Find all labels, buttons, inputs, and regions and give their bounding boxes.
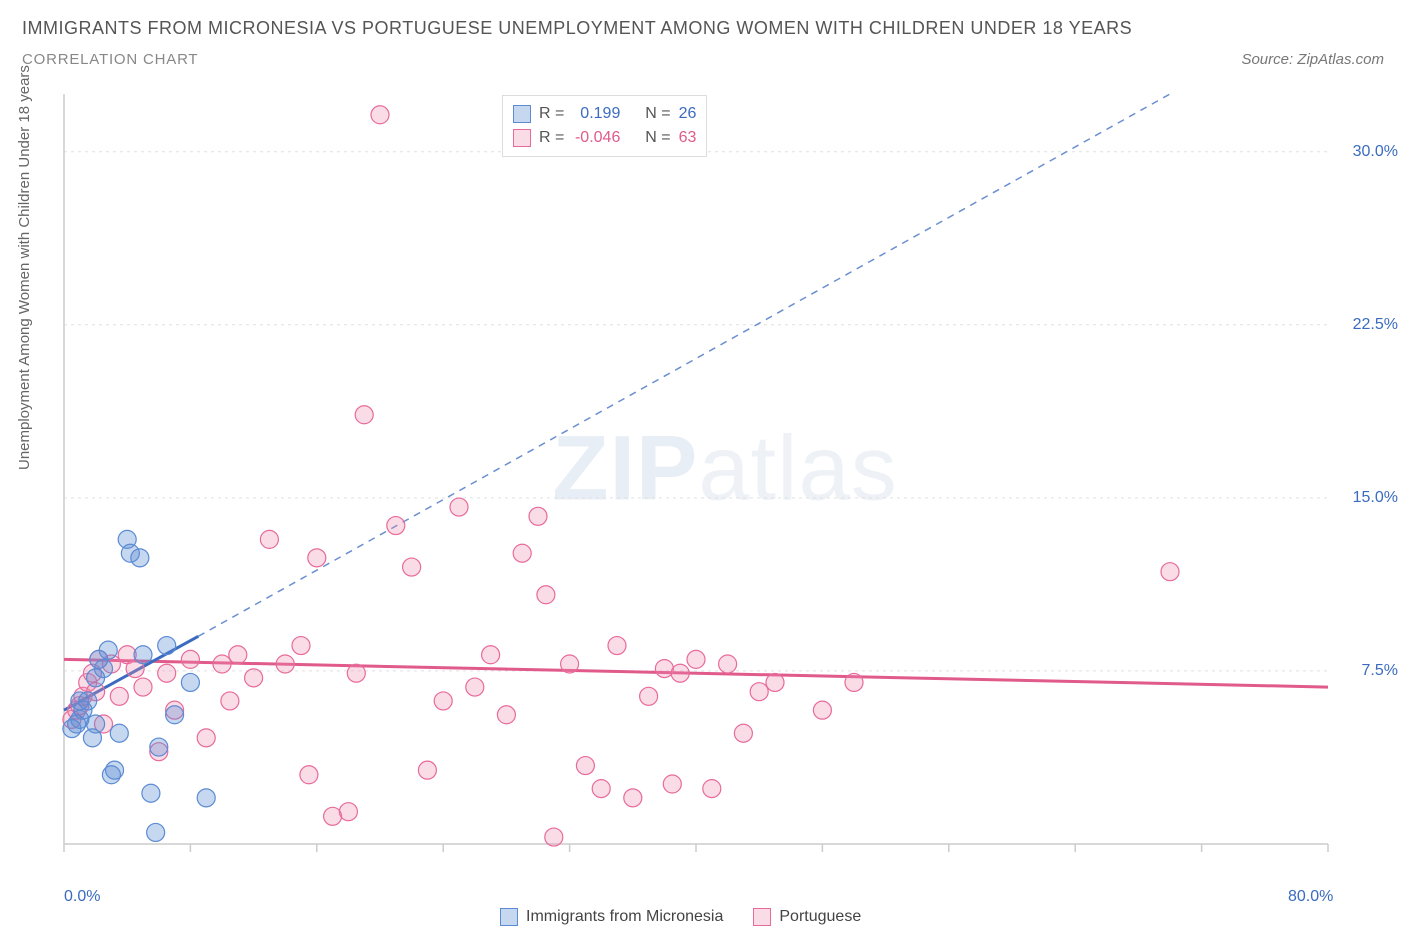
y-tick-label: 30.0% [1353,143,1398,161]
r-label: R = [539,126,564,150]
correlation-legend: R = 0.199 N = 26 R = -0.046 N = 63 [502,95,707,157]
subtitle-row: CORRELATION CHART Source: ZipAtlas.com [22,51,1384,68]
chart-header: IMMIGRANTS FROM MICRONESIA VS PORTUGUESE… [0,0,1406,68]
legend-swatch [513,129,531,147]
series-legend-item: Portuguese [753,908,861,926]
y-tick-label: 15.0% [1353,489,1398,507]
correlation-legend-row: R = 0.199 N = 26 [513,102,696,126]
n-label: N = [645,102,670,126]
chart-area: ZIPatlas [60,90,1390,880]
chart-title: IMMIGRANTS FROM MICRONESIA VS PORTUGUESE… [22,18,1384,39]
series-legend: Immigrants from Micronesia Portuguese [500,908,861,926]
x-tick-label: 0.0% [64,888,100,906]
legend-swatch [500,908,518,926]
x-tick-label: 80.0% [1288,888,1333,906]
correlation-legend-row: R = -0.046 N = 63 [513,126,696,150]
n-value: 63 [679,126,697,150]
series-label: Portuguese [779,908,861,926]
series-label: Immigrants from Micronesia [526,908,723,926]
y-axis-label: Unemployment Among Women with Children U… [16,65,33,470]
source-attribution: Source: ZipAtlas.com [1241,51,1384,68]
series-legend-item: Immigrants from Micronesia [500,908,723,926]
scatter-plot [60,90,1390,880]
y-tick-label: 7.5% [1362,662,1398,680]
r-value: 0.199 [572,102,620,126]
r-label: R = [539,102,564,126]
n-label: N = [645,126,670,150]
legend-swatch [513,105,531,123]
n-value: 26 [679,102,697,126]
y-tick-label: 22.5% [1353,316,1398,334]
r-value: -0.046 [572,126,620,150]
chart-subtitle: CORRELATION CHART [22,51,198,68]
legend-swatch [753,908,771,926]
